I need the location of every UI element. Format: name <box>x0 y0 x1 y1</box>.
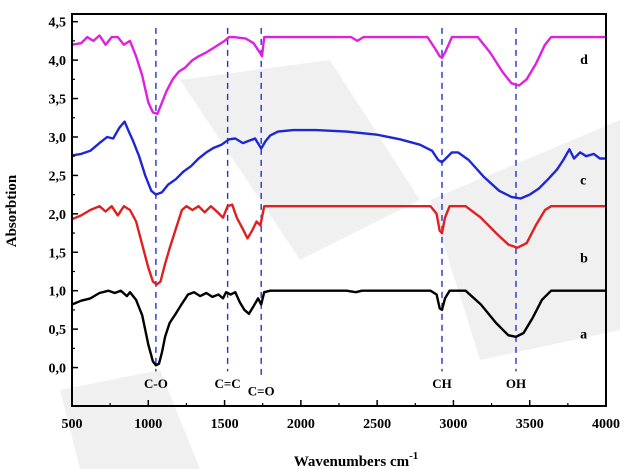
annotation-label-c-c: C=C <box>215 376 241 391</box>
y-tick-label: 3,5 <box>49 93 67 108</box>
x-axis-label-superscript: -1 <box>409 450 418 462</box>
series-line-b <box>71 203 606 286</box>
annotation-label-ch: CH <box>432 376 452 391</box>
series-label-c: c <box>580 174 586 189</box>
series-label-d: d <box>580 53 588 68</box>
y-tick-label: 4,5 <box>49 16 67 31</box>
y-tick-label: 1,0 <box>49 285 67 300</box>
x-axis-label-text: Wavenumbers cm <box>294 454 410 469</box>
y-tick-label: 1,5 <box>49 246 67 261</box>
x-tick-label: 3500 <box>516 417 544 432</box>
axes: 500 1000 1500 2000 2500 3000 3500 4000 0,0 0,5 1,0… <box>49 13 620 432</box>
series-line-d <box>71 34 606 116</box>
x-tick-label: 1000 <box>134 417 162 432</box>
plot-area: a b c d C-O C=C C=O CH OH <box>71 27 606 399</box>
series-label-b: b <box>580 251 588 266</box>
y-tick-label: 2,0 <box>49 208 67 223</box>
annotation-label-c-o: C=O <box>248 384 275 399</box>
x-tick-label: 2000 <box>287 417 315 432</box>
x-tick-label: 3000 <box>439 417 467 432</box>
y-axis-label: Absorbtion <box>4 174 20 247</box>
y-tick-label: 4,0 <box>49 54 67 69</box>
y-tick-label: 3,0 <box>49 131 67 146</box>
x-tick-label: 1500 <box>211 417 239 432</box>
series-line-a <box>71 289 606 367</box>
series-label-a: a <box>580 327 587 342</box>
y-tick-label: 2,5 <box>49 169 67 184</box>
x-tick-label: 2500 <box>363 417 391 432</box>
watermark <box>60 60 620 469</box>
y-tick-label: 0,0 <box>49 362 67 377</box>
annotation-label-oh: OH <box>506 376 526 391</box>
series-line-c <box>71 120 606 200</box>
annotation-label-c-o: C-O <box>144 376 168 391</box>
x-axis-label: Wavenumbers cm-1 <box>294 450 419 469</box>
y-tick-label: 0,5 <box>49 323 67 338</box>
x-tick-label: 4000 <box>592 417 620 432</box>
x-tick-label: 500 <box>62 417 83 432</box>
